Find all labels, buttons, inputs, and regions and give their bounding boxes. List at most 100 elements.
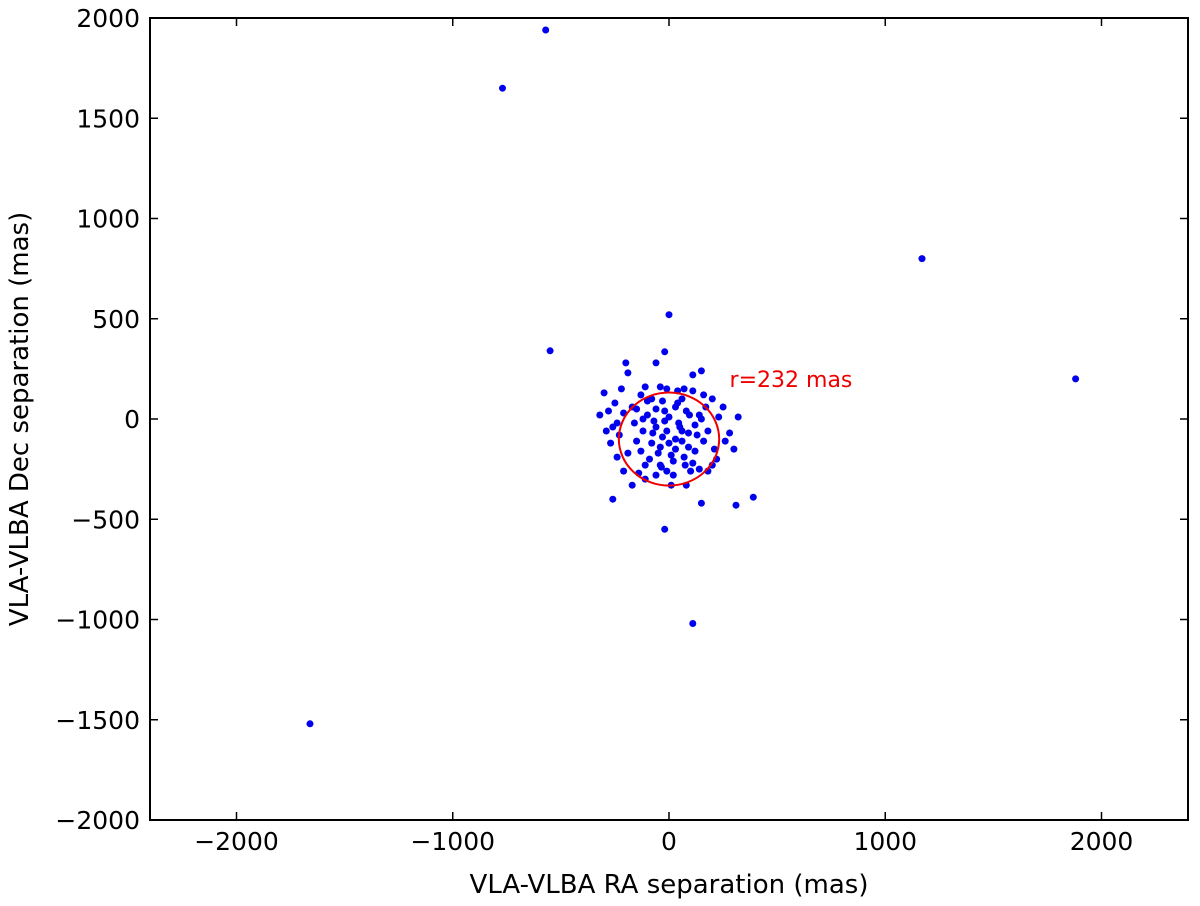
data-point [620,467,628,475]
data-point [546,347,554,355]
data-point [607,439,615,447]
data-point [652,405,660,413]
x-tick-label: −1000 [410,827,495,856]
data-point [649,429,657,437]
x-tick-label: 0 [661,827,677,856]
data-point [708,395,716,403]
data-point [663,467,671,475]
data-point [693,431,701,439]
data-point [639,415,647,423]
data-point [643,397,651,405]
y-axis-ticks: −2000 −1500 −1000 −500 0 500 1000 1500 2000 [55,4,1188,835]
data-point [678,427,686,435]
y-tick-label: 2000 [76,4,140,33]
data-point [600,389,608,397]
data-point [542,26,550,34]
data-point [700,391,708,399]
y-tick-label: −1500 [55,706,140,735]
data-point [732,501,740,509]
x-tick-label: −2000 [194,827,279,856]
data-point [641,383,649,391]
data-point [633,405,641,413]
data-point [648,439,656,447]
x-axis-ticks: −2000 −1000 0 1000 2000 [194,18,1133,856]
data-point [678,437,686,445]
data-point [710,445,718,453]
data-point [652,471,660,479]
data-point [637,391,645,399]
data-point [613,453,621,461]
data-point [602,427,610,435]
data-point [605,407,612,415]
data-point [672,435,679,443]
data-point [697,499,705,507]
data-point [628,481,636,489]
y-tick-label: −1000 [55,606,140,635]
y-axis-title: VLA-VLBA Dec separation (mas) [5,212,35,626]
data-point [689,371,697,379]
data-point [691,421,699,429]
data-point [659,397,666,405]
data-point [609,423,617,431]
data-point [661,525,669,533]
data-point [624,449,632,457]
data-point [685,443,692,451]
data-point [659,433,666,441]
data-point [665,311,673,319]
fit-circle-group: r=232 mas [617,368,852,487]
data-point [617,385,625,393]
data-point [661,407,669,415]
data-point [633,437,641,445]
data-point [669,471,677,479]
data-point [624,369,632,377]
x-axis-title: VLA-VLBA RA separation (mas) [470,870,869,900]
data-point [650,417,658,425]
data-point [672,445,679,453]
data-point [1072,375,1080,383]
y-tick-label: 1000 [76,205,140,234]
data-point [749,493,757,501]
data-point [691,447,699,455]
x-tick-label: 2000 [1070,827,1134,856]
data-point [704,427,712,435]
data-points [306,26,1080,728]
data-point [726,429,734,437]
data-point [918,255,926,263]
data-point [721,437,729,445]
data-point [730,445,738,453]
data-point [715,413,723,421]
data-point [639,427,647,435]
data-point [306,720,314,728]
data-point [669,457,677,465]
data-point [687,467,695,475]
data-point [652,423,660,431]
data-point [611,399,619,407]
data-point [654,449,662,457]
fit-circle [617,391,721,487]
data-point [609,495,617,503]
data-point [680,453,688,461]
data-point [630,419,638,427]
y-tick-label: 1500 [76,104,140,133]
data-point [674,399,682,407]
data-point [734,413,742,421]
data-point [637,447,645,455]
data-point [695,411,703,419]
data-point [686,411,693,419]
data-point [675,419,683,427]
y-tick-label: −500 [71,505,140,534]
data-point [695,465,703,473]
data-point [700,437,708,445]
data-point [657,463,665,471]
data-point [656,443,664,451]
data-point [663,385,671,393]
data-point [719,403,727,411]
data-point [685,429,692,437]
data-point [661,348,669,356]
data-point [667,451,675,459]
data-point [661,417,669,425]
data-point [665,439,673,447]
data-point [652,359,660,367]
data-point [697,367,705,375]
